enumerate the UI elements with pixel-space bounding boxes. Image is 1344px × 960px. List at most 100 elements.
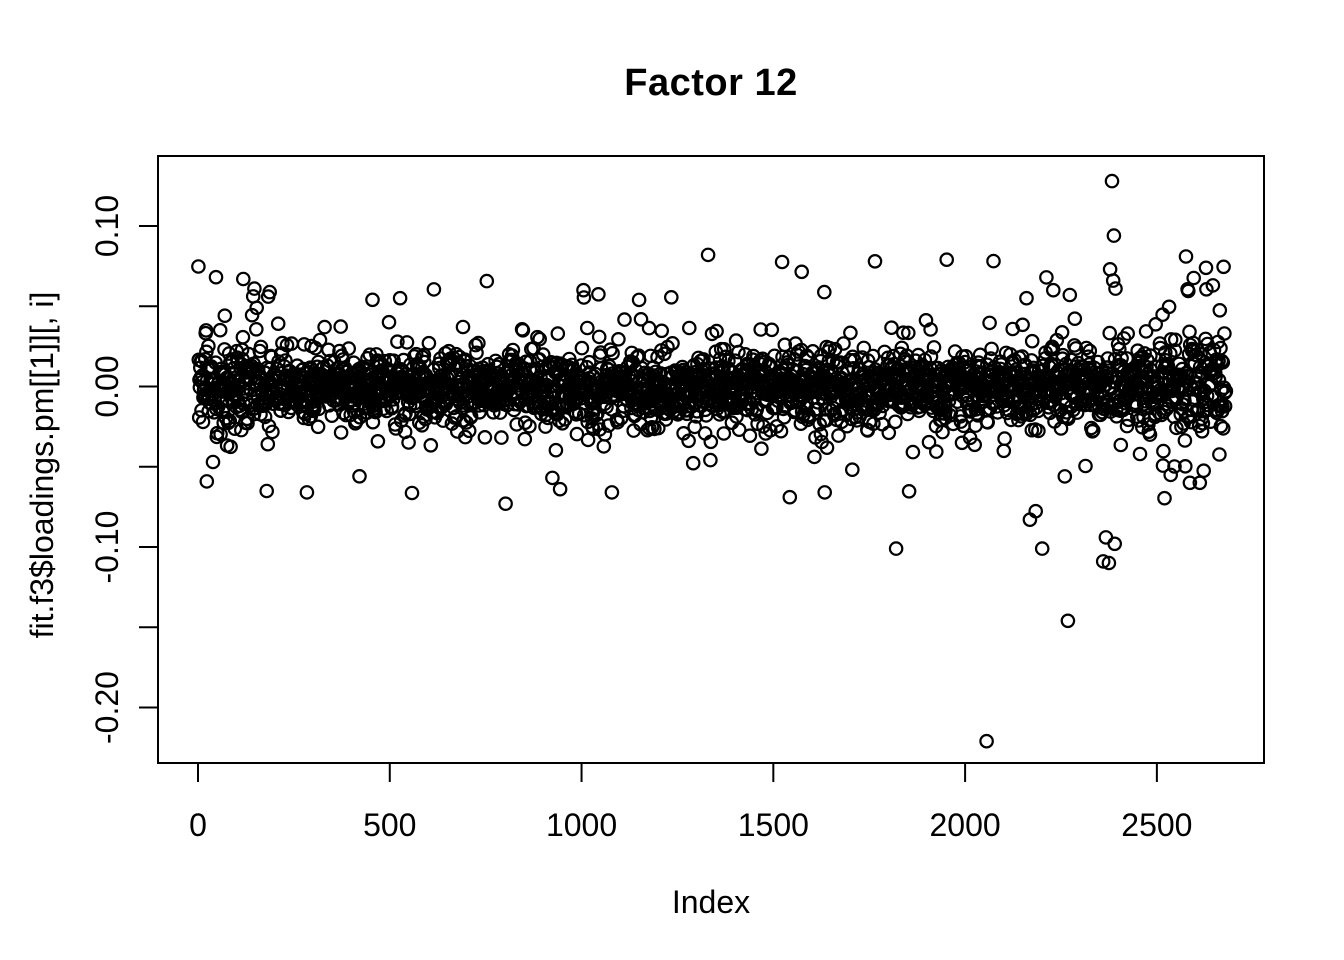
data-point-circle xyxy=(205,454,221,470)
data-point-circle xyxy=(399,335,415,350)
data-point-circle xyxy=(774,254,790,270)
y-axis-title: fit.f3$loadings.pm[[1]][, i] xyxy=(24,291,60,639)
data-point-circle xyxy=(249,300,265,316)
outlier-point-circle xyxy=(782,489,798,505)
data-point-circle xyxy=(381,314,397,330)
data-point-circle xyxy=(997,431,1012,446)
outlier-point-circle xyxy=(576,282,591,298)
data-point-circle xyxy=(517,415,533,430)
data-point-circle xyxy=(198,323,214,338)
data-point-circle xyxy=(982,315,997,331)
data-point-circle xyxy=(1218,383,1234,399)
data-point-circle xyxy=(813,426,829,442)
data-point-circle xyxy=(1217,326,1232,341)
data-point-circle xyxy=(597,427,613,442)
data-point-circle xyxy=(1181,283,1196,299)
outlier-point-circle xyxy=(1019,290,1034,306)
data-point-circle xyxy=(709,323,724,339)
data-point-circle xyxy=(881,425,897,441)
data-point-circle xyxy=(208,269,224,285)
data-point-circle xyxy=(742,428,758,443)
data-point-circle xyxy=(1178,458,1193,474)
data-point-circle xyxy=(1198,260,1214,276)
outlier-point-circle xyxy=(552,481,568,497)
data-point-circle xyxy=(900,325,916,341)
data-point-circle xyxy=(591,286,606,302)
data-point-circle xyxy=(352,468,367,484)
data-point-circle xyxy=(822,340,837,356)
data-point-circle xyxy=(731,422,747,437)
data-point-circle xyxy=(703,452,718,468)
data-point-circle xyxy=(1212,302,1228,318)
data-point-circle xyxy=(816,284,832,300)
data-point-circle xyxy=(426,282,442,297)
data-point-circle xyxy=(836,336,851,351)
data-point-circle xyxy=(1148,316,1163,332)
data-point-circle xyxy=(550,326,566,341)
data-point-circle xyxy=(270,316,286,331)
data-point-circle xyxy=(217,308,233,323)
data-point-circle xyxy=(423,437,439,453)
data-point-circle xyxy=(921,434,937,450)
data-point-circle xyxy=(773,423,789,439)
data-point-circle xyxy=(221,346,237,361)
data-point-circle xyxy=(641,320,657,336)
data-point-circle xyxy=(1024,333,1040,349)
data-point-circle xyxy=(1014,349,1030,364)
data-point-circle xyxy=(1163,467,1178,483)
data-point-circle xyxy=(589,406,605,421)
data-point-circle xyxy=(485,404,501,420)
plot-frame xyxy=(157,155,1265,764)
outlier-point-circle xyxy=(299,485,315,500)
data-point-circle xyxy=(244,307,260,323)
data-point-circle xyxy=(517,431,533,447)
x-tick-label: 500 xyxy=(363,807,416,843)
outlier-point-circle xyxy=(1105,273,1121,288)
data-point-circle xyxy=(530,329,545,345)
data-point-circle xyxy=(1215,355,1231,370)
outlier-point-circle xyxy=(700,247,716,263)
y-tick-label: 0.00 xyxy=(89,355,125,417)
data-point-circle xyxy=(610,414,625,430)
data-point-circle xyxy=(1121,412,1136,428)
data-point-circle xyxy=(317,319,332,335)
outlier-point-circle xyxy=(1205,278,1221,293)
axis-ticks: 0 500 1000 1500 2000 2500 0.10 0.00 -0.10 -0.20 xyxy=(89,195,1192,843)
y-tick-label: 0.10 xyxy=(89,195,125,257)
data-point-circle xyxy=(576,290,592,305)
data-point-circle xyxy=(895,325,911,340)
data-point-circle xyxy=(866,416,881,431)
data-point-circle xyxy=(1082,343,1098,359)
data-point-circle xyxy=(794,264,809,280)
outlier-point-circle xyxy=(1107,536,1122,552)
data-point-circle xyxy=(1213,418,1229,434)
data-point-circle xyxy=(923,322,938,337)
data-point-circle xyxy=(650,420,666,436)
data-point-circle xyxy=(1067,311,1083,326)
plot-box xyxy=(157,155,1265,764)
data-point-circle xyxy=(201,338,216,354)
outlier-point-circle xyxy=(979,733,994,749)
data-point-circle xyxy=(935,424,950,440)
data-point-circle xyxy=(195,414,211,430)
outlier-point-circle xyxy=(1062,287,1078,303)
data-point-circle xyxy=(807,449,822,465)
data-point-circle xyxy=(468,337,483,353)
data-point-circle xyxy=(1178,249,1194,264)
data-point-circle xyxy=(769,400,784,415)
data-point-circle xyxy=(1114,350,1129,366)
data-point-circle xyxy=(1025,402,1041,418)
data-point-circle xyxy=(611,331,626,347)
data-point-circle xyxy=(703,434,719,450)
outlier-point-circle xyxy=(392,290,408,306)
data-point-circle xyxy=(716,426,732,441)
data-point-circle xyxy=(312,332,328,348)
data-point-circle xyxy=(259,483,274,499)
data-point-circle xyxy=(605,345,620,361)
data-point-circle xyxy=(1069,405,1085,420)
data-point-circle xyxy=(831,428,846,443)
outlier-point-circle xyxy=(867,253,883,269)
data-point-circle xyxy=(631,292,647,308)
data-point-circle xyxy=(1212,447,1227,462)
